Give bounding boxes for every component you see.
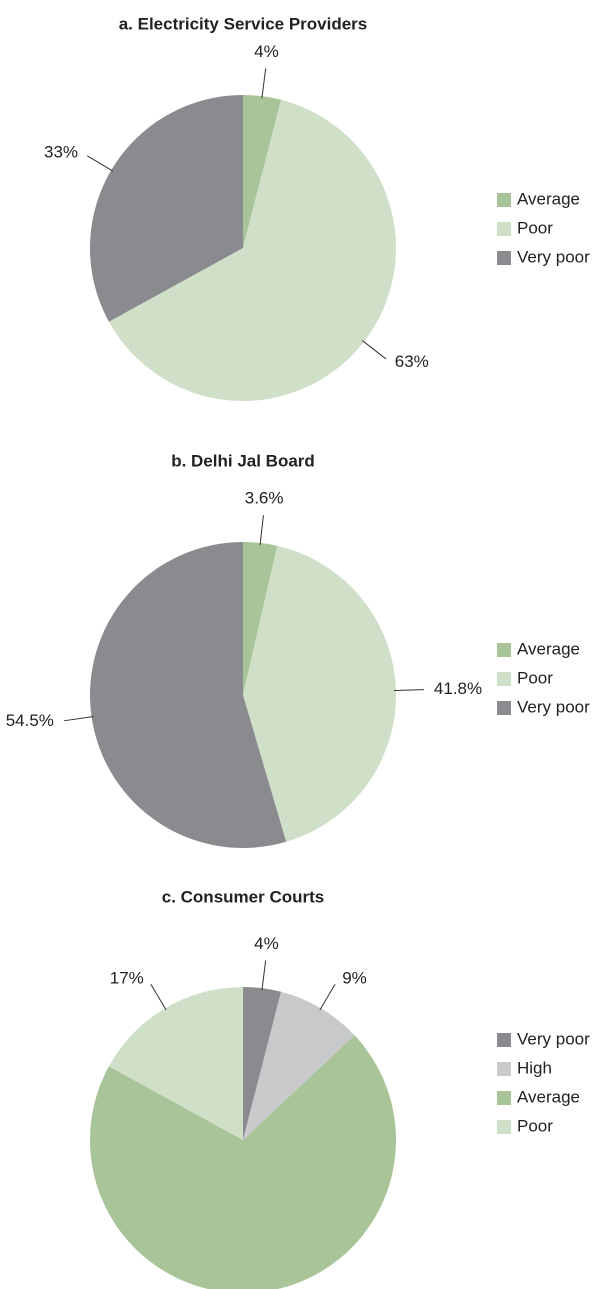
legend-label: Very poor — [517, 247, 590, 266]
data-label: 4% — [254, 42, 279, 61]
pie-slice — [89, 94, 243, 322]
legend-swatch — [497, 1062, 511, 1076]
legend-swatch — [497, 643, 511, 657]
legend-swatch — [497, 193, 511, 207]
legend-swatch — [497, 701, 511, 715]
chart-title: b. Delhi Jal Board — [171, 451, 315, 470]
legend-label: Poor — [517, 1116, 553, 1135]
legend-label: Average — [517, 1087, 580, 1106]
leader-line — [393, 689, 424, 691]
leader-line — [63, 716, 94, 722]
chart-title: c. Consumer Courts — [162, 887, 324, 906]
legend-swatch — [497, 1091, 511, 1105]
leader-line — [319, 983, 336, 1011]
data-label: 33% — [44, 142, 78, 161]
data-label: 3.6% — [245, 489, 284, 508]
pie-slice — [243, 991, 355, 1140]
leader-line — [362, 340, 387, 360]
legend-swatch — [497, 1033, 511, 1047]
pie-slice — [243, 542, 278, 695]
leader-line — [261, 960, 267, 991]
pie-slice — [90, 542, 287, 848]
pie-slice — [243, 95, 282, 248]
pie-slice — [108, 987, 243, 1140]
legend-swatch — [497, 672, 511, 686]
leader-line — [259, 515, 264, 546]
legend-label: Poor — [517, 218, 553, 237]
legend-label: Poor — [517, 668, 553, 687]
legend-label: High — [517, 1058, 552, 1077]
legend-label: Average — [517, 639, 580, 658]
pie-slice — [243, 545, 397, 842]
legend-swatch — [497, 222, 511, 236]
chart-title: a. Electricity Service Providers — [119, 14, 368, 33]
legend-label: Average — [517, 189, 580, 208]
pie-slice — [90, 1035, 396, 1289]
leader-line — [86, 155, 114, 172]
leader-line — [261, 68, 267, 99]
legend-label: Very poor — [517, 1029, 590, 1048]
data-label: 41.8% — [434, 679, 482, 698]
pie-slice — [243, 987, 282, 1140]
legend-swatch — [497, 1120, 511, 1134]
legend-swatch — [497, 251, 511, 265]
legend-label: Very poor — [517, 697, 590, 716]
data-label: 54.5% — [6, 711, 54, 730]
data-label: 63% — [395, 352, 429, 371]
data-label: 4% — [254, 934, 279, 953]
data-label: 17% — [110, 969, 144, 988]
data-label: 9% — [342, 969, 367, 988]
leader-line — [150, 983, 167, 1011]
pie-slice — [108, 99, 396, 402]
